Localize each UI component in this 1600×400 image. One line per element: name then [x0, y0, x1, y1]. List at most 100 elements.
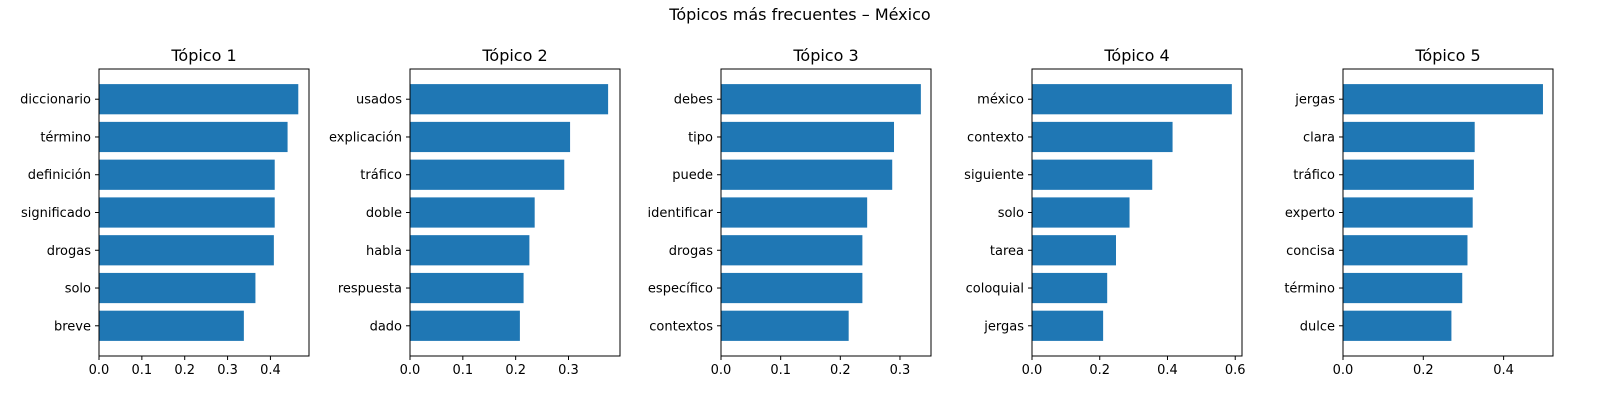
plot-frame [1342, 68, 1554, 357]
bar-5-3 [1343, 159, 1474, 190]
category-label: explicación [329, 130, 402, 145]
x-tick-label: 0.2 [1089, 363, 1110, 378]
bar-3-1 [721, 84, 921, 115]
category-label: solo [998, 206, 1024, 221]
bar-4-7 [1032, 310, 1104, 341]
x-tick-label: 0.2 [830, 363, 851, 378]
x-tick-label: 0.3 [890, 363, 911, 378]
x-tick-label: 0.0 [400, 363, 421, 378]
category-label: definición [28, 168, 91, 183]
category-label: habla [366, 244, 402, 259]
category-label: usados [356, 93, 402, 108]
bar-5-2 [1343, 121, 1475, 153]
x-tick-label: 0.2 [1413, 363, 1434, 378]
category-label: puede [672, 168, 713, 183]
category-label: drogas [47, 244, 91, 259]
x-tick-label: 0.0 [1333, 363, 1354, 378]
category-label: drogas [669, 244, 713, 259]
bar-5-4 [1343, 197, 1473, 228]
figure-title: Tópicos más frecuentes – México [669, 5, 931, 24]
bar-3-5 [721, 235, 863, 266]
bar-3-2 [721, 121, 895, 153]
subplot-2: usados explicación tráfico doble habla respue… [329, 46, 621, 378]
bar-2-7 [410, 310, 520, 341]
bar-4-5 [1032, 235, 1116, 266]
bar-1-3 [99, 159, 275, 190]
bar-1-4 [99, 197, 275, 228]
x-tick-label: 0.0 [711, 363, 732, 378]
category-label: clara [1303, 130, 1335, 145]
x-tick-label: 0.4 [1157, 363, 1178, 378]
x-tick-label: 0.4 [1493, 363, 1514, 378]
bar-2-4 [410, 197, 535, 228]
x-tick-label: 0.0 [89, 363, 110, 378]
bar-1-2 [99, 121, 288, 153]
category-label: breve [54, 319, 91, 334]
x-tick-label: 0.1 [452, 363, 473, 378]
subplot-3: debes tipo puede identificar drogas específic… [648, 46, 932, 378]
category-label: debes [674, 93, 714, 108]
plot-frame [409, 68, 621, 357]
plot-frame [98, 68, 310, 357]
plot-frame [1031, 68, 1243, 357]
bar-4-4 [1032, 197, 1130, 228]
category-label: tráfico [1293, 168, 1335, 183]
bar-5-7 [1343, 310, 1452, 341]
bar-4-6 [1032, 272, 1108, 304]
bar-2-3 [410, 159, 565, 190]
bar-2-6 [410, 272, 524, 304]
x-tick-label: 0.1 [132, 363, 153, 378]
bar-3-3 [721, 159, 893, 190]
bar-4-2 [1032, 121, 1173, 153]
bar-2-5 [410, 235, 530, 266]
subplot-title: Tópico 4 [1103, 46, 1169, 65]
bar-5-1 [1343, 84, 1543, 115]
category-label: solo [65, 282, 91, 297]
x-tick-label: 0.4 [260, 363, 281, 378]
subplot-5: jergas clara tráfico experto concisa término d… [1284, 46, 1554, 378]
category-label: jergas [1294, 93, 1335, 108]
subplot-title: Tópico 2 [481, 46, 547, 65]
x-tick-label: 0.3 [217, 363, 238, 378]
bar-5-5 [1343, 235, 1468, 266]
bar-3-6 [721, 272, 863, 304]
bar-2-2 [410, 121, 571, 153]
category-label: tarea [990, 244, 1024, 259]
category-label: concisa [1286, 244, 1335, 259]
category-label: méxico [977, 93, 1024, 108]
category-label: término [1284, 282, 1335, 297]
x-tick-label: 0.2 [505, 363, 526, 378]
category-label: tráfico [360, 168, 402, 183]
category-label: contextos [649, 319, 713, 334]
x-tick-label: 0.0 [1022, 363, 1043, 378]
category-label: específico [648, 282, 713, 297]
category-label: dado [370, 319, 402, 334]
category-label: contexto [967, 130, 1024, 145]
category-label: doble [366, 206, 402, 221]
bar-1-1 [99, 84, 299, 115]
category-label: experto [1285, 206, 1335, 221]
category-label: diccionario [20, 93, 91, 108]
bar-1-7 [99, 310, 244, 341]
category-label: siguiente [964, 168, 1024, 183]
category-label: dulce [1300, 319, 1335, 334]
x-tick-label: 0.2 [174, 363, 195, 378]
category-label: identificar [648, 206, 714, 221]
subplot-4: méxico contexto siguiente solo tarea coloquia… [964, 46, 1245, 378]
subplot-1: diccionario término definición significado d… [20, 46, 310, 378]
x-tick-label: 0.6 [1225, 363, 1246, 378]
category-label: término [40, 130, 91, 145]
bar-4-3 [1032, 159, 1153, 190]
bar-4-1 [1032, 84, 1232, 115]
category-label: jergas [983, 319, 1024, 334]
subplot-title: Tópico 5 [1414, 46, 1480, 65]
bar-1-6 [99, 272, 256, 304]
x-tick-label: 0.3 [558, 363, 579, 378]
category-label: significado [21, 206, 91, 221]
category-label: coloquial [966, 282, 1024, 297]
plot-frame [720, 68, 932, 357]
bar-3-4 [721, 197, 868, 228]
subplot-title: Tópico 1 [170, 46, 236, 65]
category-label: tipo [688, 130, 713, 145]
